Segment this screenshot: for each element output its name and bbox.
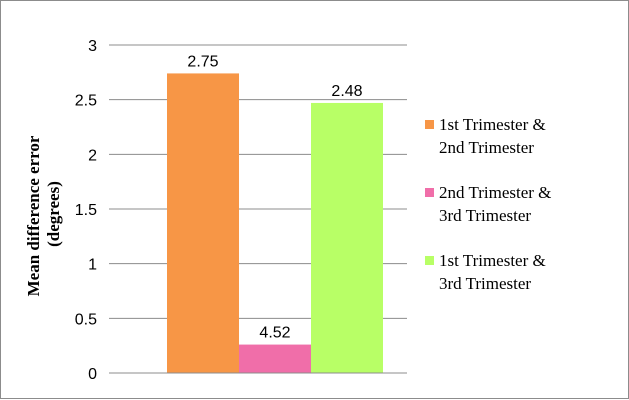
legend-label-2-line-1: 2nd Trimester & bbox=[439, 183, 551, 202]
y-tick-label-3: 1.5 bbox=[75, 202, 97, 219]
y-tick-label-0: 0 bbox=[88, 366, 97, 383]
data-label-series-3: 2.48 bbox=[331, 83, 362, 100]
legend-swatch-1 bbox=[425, 120, 434, 129]
legend: 1st Trimester & 2nd Trimester 2nd Trimeste… bbox=[425, 115, 551, 293]
y-axis-label-line-1: Mean difference error bbox=[24, 135, 43, 296]
bar-series-3 bbox=[311, 102, 383, 374]
data-label-series-2: 4.52 bbox=[259, 325, 290, 342]
bar-series-1 bbox=[167, 73, 239, 373]
legend-swatch-2 bbox=[425, 188, 434, 197]
y-tick-label-4: 2 bbox=[88, 147, 97, 164]
legend-label-2-line-2: 3rd Trimester bbox=[439, 206, 531, 225]
y-tick-label-2: 1 bbox=[88, 257, 97, 274]
legend-label-1-line-1: 1st Trimester & bbox=[439, 115, 546, 134]
legend-swatch-3 bbox=[425, 256, 434, 265]
y-axis-label-line-2: (degrees) bbox=[44, 181, 63, 247]
y-tick-label-5: 2.5 bbox=[75, 93, 97, 110]
y-tick-label-1: 0.5 bbox=[75, 311, 97, 328]
legend-label-1-line-2: 2nd Trimester bbox=[439, 138, 534, 157]
bar-series-2 bbox=[239, 344, 311, 373]
y-axis-ticks: 0 0.5 1 1.5 2 2.5 3 bbox=[75, 38, 97, 383]
data-label-series-1: 2.75 bbox=[187, 53, 218, 70]
y-tick-label-6: 3 bbox=[88, 38, 97, 55]
data-labels: 2.75 4.52 2.48 bbox=[187, 53, 362, 341]
y-axis-label: Mean difference error (degrees) bbox=[24, 132, 63, 297]
legend-label-3-line-2: 3rd Trimester bbox=[439, 274, 531, 293]
bars bbox=[167, 73, 383, 374]
legend-label-3-line-1: 1st Trimester & bbox=[439, 251, 546, 270]
